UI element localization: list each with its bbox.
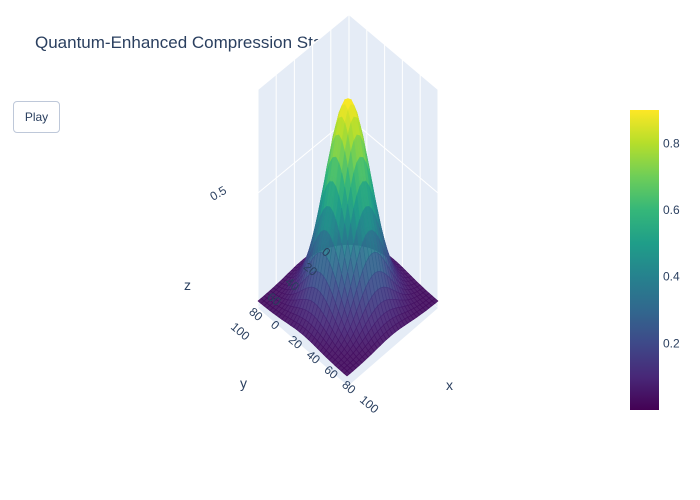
surface-cell (343, 370, 351, 377)
x-tick-label: 100 (357, 393, 382, 417)
play-button[interactable]: Play (13, 101, 60, 133)
colorbar-tick-label: 0.6 (663, 203, 680, 217)
z-tick-label: 0.5 (208, 183, 230, 204)
surface-mesh (257, 98, 439, 377)
colorbar-tick-label: 0.8 (663, 136, 680, 150)
x-axis-title: x (446, 377, 453, 393)
colorbar (630, 110, 659, 410)
y-tick-label: 100 (228, 320, 253, 344)
y-axis-title: y (240, 375, 247, 391)
colorbar-tick-label: 0.2 (663, 336, 680, 350)
z-axis-title: z (184, 277, 191, 293)
chart-title: Quantum-Enhanced Compression States (35, 33, 345, 52)
colorbar-tick-label: 0.4 (663, 270, 680, 284)
